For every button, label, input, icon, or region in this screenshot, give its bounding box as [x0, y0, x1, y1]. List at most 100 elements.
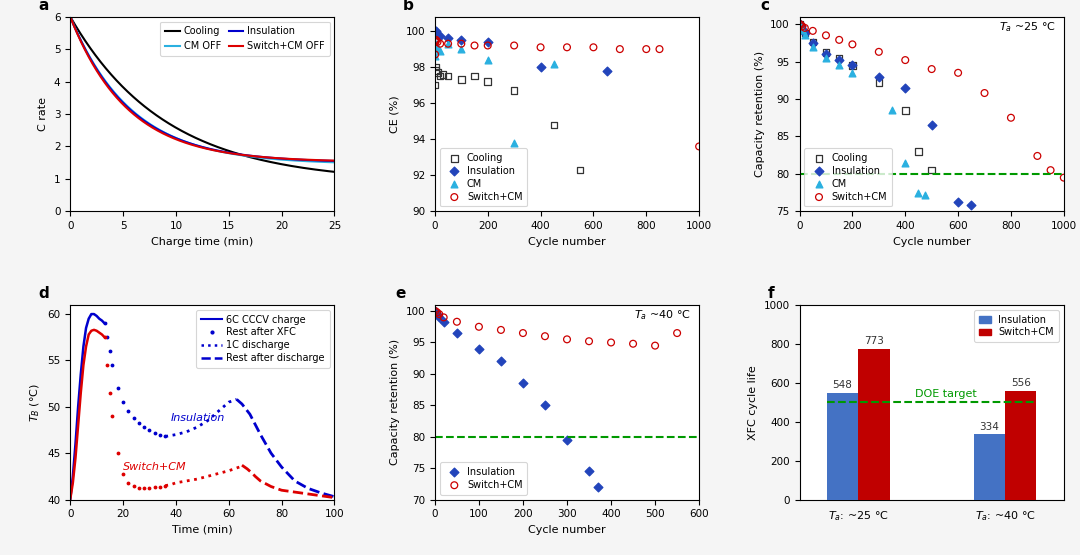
- Switch+CM: [532, 43, 550, 52]
- Insulation: [64, 13, 77, 20]
- Line: Switch+CM OFF: Switch+CM OFF: [70, 17, 335, 160]
- CM: [818, 53, 835, 62]
- Insulation: [428, 28, 445, 37]
- Bar: [827, 393, 859, 500]
- Y-axis label: Capacity retention (%): Capacity retention (%): [755, 51, 765, 177]
- Insulation: [843, 61, 861, 70]
- Cooling: [818, 48, 835, 57]
- Switch+CM: [651, 44, 669, 53]
- Switch+CM: [427, 36, 444, 44]
- CM: [429, 44, 446, 53]
- CM OFF: [91, 66, 104, 73]
- Switch+CM: [440, 39, 457, 48]
- Cooling: [453, 75, 470, 84]
- Switch+CM: [896, 56, 914, 64]
- Switch+CM: [584, 43, 602, 52]
- Insulation: [598, 66, 616, 75]
- CM: [545, 59, 563, 68]
- Switch+CM: [429, 37, 446, 46]
- X-axis label: Cycle number: Cycle number: [528, 236, 606, 246]
- Switch+CM: [429, 308, 446, 317]
- Switch+CM OFF: [245, 153, 258, 159]
- Y-axis label: $T_B$ (°C): $T_B$ (°C): [28, 382, 42, 422]
- Text: e: e: [395, 286, 406, 301]
- Legend: Cooling, Insulation, CM, Switch+CM: Cooling, Insulation, CM, Switch+CM: [440, 148, 527, 206]
- Switch+CM: [1055, 173, 1072, 182]
- Switch+CM: [611, 44, 629, 53]
- X-axis label: Time (min): Time (min): [172, 525, 232, 535]
- Switch+CM OFF: [180, 140, 193, 147]
- Switch+CM: [690, 142, 707, 151]
- CM OFF: [328, 159, 341, 165]
- Cooling: [270, 160, 283, 166]
- CM OFF: [274, 156, 287, 163]
- CM OFF: [171, 135, 184, 142]
- Insulation: [949, 198, 967, 207]
- Cooling: [171, 125, 184, 132]
- Switch+CM: [637, 44, 654, 53]
- Switch+CM: [448, 317, 465, 326]
- Insulation: [818, 49, 835, 58]
- Switch+CM: [794, 22, 811, 31]
- Insulation: [492, 357, 510, 366]
- Insulation: [796, 29, 813, 38]
- Switch+CM: [923, 64, 941, 73]
- Y-axis label: Capacity retention (%): Capacity retention (%): [390, 339, 400, 465]
- Bar: [1005, 391, 1037, 500]
- Insulation: [429, 30, 446, 39]
- Insulation: [427, 27, 444, 36]
- Insulation: [91, 67, 104, 73]
- Text: Switch+CM: Switch+CM: [123, 462, 187, 472]
- Text: b: b: [403, 0, 414, 13]
- Switch+CM: [870, 47, 888, 56]
- Switch+CM OFF: [270, 155, 283, 162]
- Switch+CM: [796, 23, 813, 32]
- CM: [427, 52, 444, 60]
- Text: 334: 334: [980, 422, 999, 432]
- Cooling: [505, 86, 523, 95]
- Text: DOE target: DOE target: [916, 388, 977, 398]
- Cooling: [64, 13, 77, 20]
- Switch+CM: [624, 339, 642, 348]
- Switch+CM: [470, 322, 487, 331]
- Insulation: [480, 37, 497, 46]
- CM: [796, 31, 813, 40]
- Switch+CM OFF: [274, 155, 287, 162]
- Legend: Insulation, Switch+CM: Insulation, Switch+CM: [440, 462, 527, 495]
- Switch+CM: [805, 27, 822, 36]
- Bar: [974, 435, 1005, 500]
- Insulation: [270, 155, 283, 162]
- Text: $T_a$ ~25 °C: $T_a$ ~25 °C: [999, 21, 1056, 34]
- X-axis label: Charge time (min): Charge time (min): [151, 236, 254, 246]
- Line: Cooling: Cooling: [70, 17, 335, 172]
- Insulation: [537, 401, 554, 410]
- Cooling: [91, 54, 104, 61]
- Text: f: f: [768, 286, 774, 301]
- CM: [432, 47, 449, 56]
- CM OFF: [64, 13, 77, 20]
- Insulation: [328, 158, 341, 164]
- CM OFF: [180, 139, 193, 145]
- Y-axis label: XFC cycle life: XFC cycle life: [748, 365, 758, 440]
- Switch+CM: [949, 68, 967, 77]
- Cooling: [794, 25, 811, 34]
- CM: [805, 42, 822, 51]
- Insulation: [448, 329, 465, 337]
- Switch+CM: [427, 37, 444, 46]
- Switch+CM: [818, 31, 835, 40]
- CM: [505, 138, 523, 147]
- CM: [794, 26, 811, 34]
- CM: [883, 106, 901, 115]
- Cooling: [429, 68, 446, 77]
- Insulation: [831, 56, 848, 64]
- Insulation: [245, 153, 258, 159]
- Cooling: [432, 72, 449, 80]
- Cooling: [870, 78, 888, 87]
- Text: c: c: [760, 0, 769, 13]
- Cooling: [805, 38, 822, 47]
- Cooling: [427, 63, 444, 72]
- Cooling: [428, 66, 445, 75]
- Insulation: [440, 34, 457, 43]
- Insulation: [514, 379, 531, 388]
- Switch+CM: [505, 41, 523, 50]
